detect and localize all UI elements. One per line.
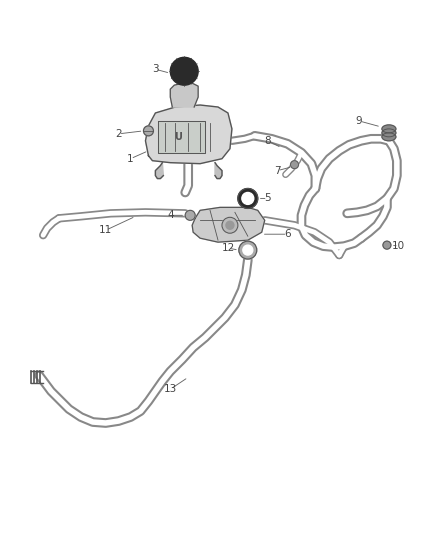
- Text: 11: 11: [99, 225, 113, 235]
- Ellipse shape: [382, 133, 396, 141]
- Text: 13: 13: [164, 384, 177, 394]
- Circle shape: [242, 192, 254, 204]
- Polygon shape: [159, 121, 205, 153]
- Text: 9: 9: [356, 116, 362, 126]
- Circle shape: [185, 211, 195, 220]
- Circle shape: [383, 241, 391, 249]
- Text: U: U: [174, 132, 182, 142]
- Circle shape: [290, 160, 298, 168]
- Text: 10: 10: [392, 241, 406, 251]
- Circle shape: [144, 126, 153, 136]
- Circle shape: [238, 189, 258, 208]
- Text: 1: 1: [127, 154, 134, 164]
- Circle shape: [239, 241, 257, 259]
- Circle shape: [226, 221, 234, 229]
- Text: 5: 5: [265, 193, 271, 204]
- Circle shape: [222, 217, 238, 233]
- Polygon shape: [215, 163, 222, 179]
- Text: 8: 8: [265, 136, 271, 146]
- Polygon shape: [192, 207, 265, 242]
- Polygon shape: [170, 83, 198, 107]
- Text: 7: 7: [274, 166, 281, 175]
- Text: 4: 4: [167, 211, 173, 220]
- Text: 12: 12: [221, 243, 235, 253]
- Text: 3: 3: [152, 64, 159, 74]
- Polygon shape: [155, 163, 163, 179]
- Ellipse shape: [382, 129, 396, 137]
- Circle shape: [170, 58, 198, 85]
- Circle shape: [243, 245, 253, 255]
- Text: 2: 2: [115, 129, 122, 139]
- Ellipse shape: [382, 125, 396, 133]
- Polygon shape: [145, 105, 232, 164]
- Text: 6: 6: [284, 229, 291, 239]
